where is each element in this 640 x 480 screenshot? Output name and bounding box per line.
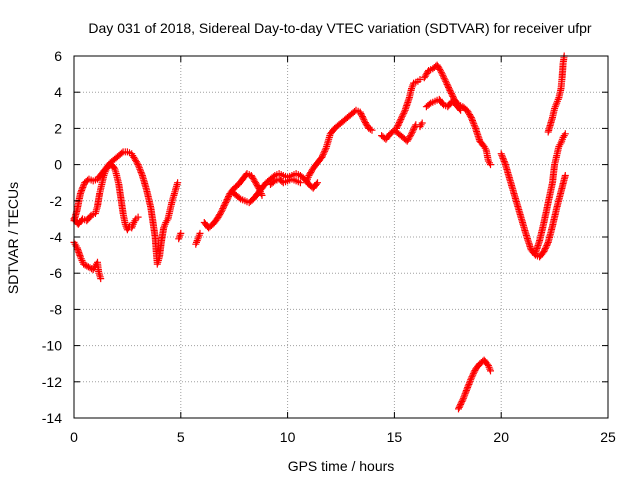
grid — [74, 56, 608, 418]
y-tick-label: -4 — [50, 229, 63, 245]
x-tick-label: 15 — [387, 429, 403, 445]
x-tick-label: 5 — [177, 429, 185, 445]
chart-title: Day 031 of 2018, Sidereal Day-to-day VTE… — [88, 20, 592, 36]
y-tick-label: 2 — [54, 120, 62, 136]
data-point-marks — [267, 175, 304, 188]
x-tick-label: 25 — [600, 429, 616, 445]
data-point-marks — [416, 119, 426, 131]
y-tick-label: -12 — [42, 374, 62, 390]
y-tick-label: 0 — [54, 157, 62, 173]
y-tick-label: -2 — [50, 193, 63, 209]
data-point-marks — [70, 238, 105, 283]
data-point-marks — [531, 130, 569, 257]
data-point-marks — [422, 95, 465, 114]
y-tick-label: 4 — [54, 84, 62, 100]
data-point-marks — [175, 229, 185, 243]
data-point-marks — [303, 106, 376, 185]
y-tick-label: -14 — [42, 410, 62, 426]
data-point-marks — [228, 170, 321, 207]
y-tick-label: -10 — [42, 338, 62, 354]
data-point-marks — [420, 61, 494, 169]
data-points — [70, 52, 569, 413]
x-axis-label: GPS time / hours — [288, 458, 395, 474]
x-tick-label: 10 — [280, 429, 296, 445]
y-axis-label: SDTVAR / TECUs — [5, 182, 21, 294]
y-tick-label: -6 — [50, 265, 63, 281]
x-tick-label: 0 — [70, 429, 78, 445]
data-point-marks — [378, 121, 420, 145]
x-tick-label: 20 — [493, 429, 509, 445]
data-point-marks — [393, 76, 424, 132]
data-point-marks — [544, 52, 568, 136]
y-tick-label: -8 — [50, 301, 63, 317]
data-point-marks — [455, 356, 494, 413]
data-point-marks — [200, 170, 266, 232]
y-tick-label: 6 — [54, 48, 62, 64]
data-point-marks — [497, 150, 569, 261]
data-point-marks — [192, 229, 204, 248]
